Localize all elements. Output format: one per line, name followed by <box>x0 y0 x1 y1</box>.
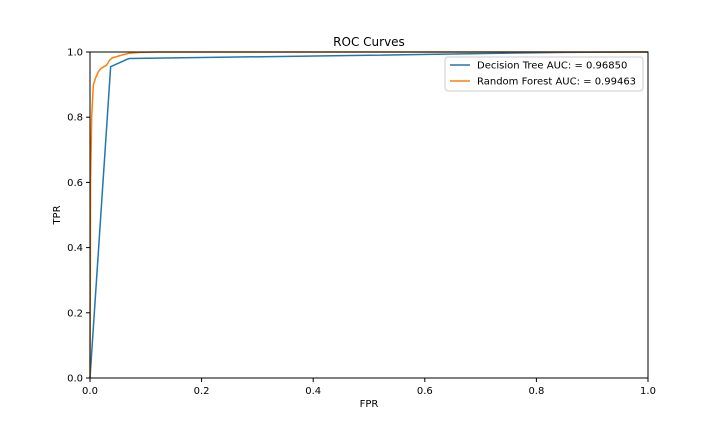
y-tick-label: 0.8 <box>67 113 83 124</box>
y-axis-label: TPR <box>52 205 63 225</box>
x-tick-label: 0.8 <box>528 386 544 397</box>
x-axis-label: FPR <box>360 399 379 410</box>
y-tick-label: 1.0 <box>67 48 83 59</box>
legend-label-0: Decision Tree AUC: = 0.96850 <box>477 61 627 72</box>
y-tick-label: 0.2 <box>67 308 83 319</box>
series-line-0 <box>89 51 649 379</box>
y-tick-label: 0.4 <box>67 243 83 254</box>
legend-box <box>444 56 644 92</box>
y-tick-label: 0.0 <box>67 374 83 385</box>
x-tick-label: 0.6 <box>417 386 433 397</box>
x-axis-ticks: 0.0 0.2 0.4 0.6 0.8 1.0 <box>82 378 656 397</box>
x-tick-label: 1.0 <box>640 386 656 397</box>
series-line-1 <box>89 51 648 379</box>
x-tick-label: 0.2 <box>194 386 210 397</box>
series-lines <box>89 51 649 379</box>
chart-title: ROC Curves <box>333 35 405 49</box>
legend-label-1: Random Forest AUC: = 0.99463 <box>477 77 636 88</box>
x-tick-label: 0.0 <box>82 386 98 397</box>
y-axis-ticks: 0.0 0.2 0.4 0.6 0.8 1.0 <box>67 48 90 385</box>
plot-frame <box>89 51 649 379</box>
y-tick-label: 0.6 <box>67 178 83 189</box>
x-tick-label: 0.4 <box>305 386 321 397</box>
legend: Decision Tree AUC: = 0.96850 Random Fores… <box>444 56 644 92</box>
